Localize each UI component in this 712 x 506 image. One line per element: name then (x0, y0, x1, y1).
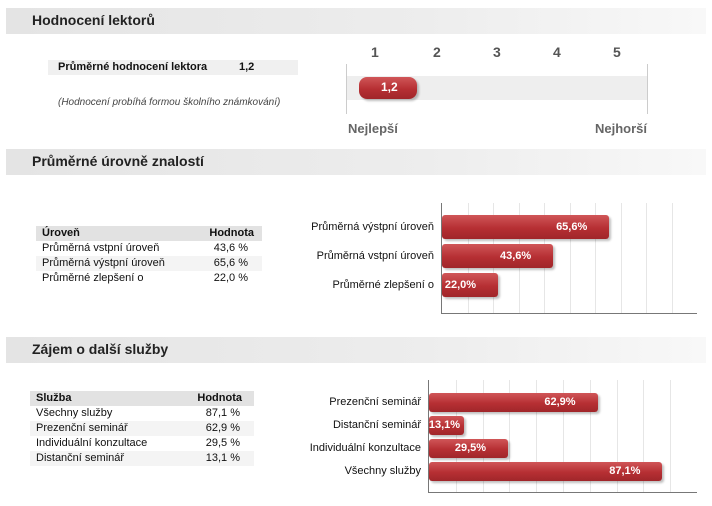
services-bar-label: 62,9% (544, 396, 576, 408)
rating-scale: 1 2 3 4 5 (346, 44, 646, 64)
levels-category-label: Průměrná výstpní úroveň (311, 220, 434, 233)
gridline (536, 380, 538, 492)
gridline (509, 380, 511, 492)
services-category-label: Distanční seminář (332, 419, 421, 431)
section-header-levels: Průměrné úrovně znalostí (6, 149, 706, 175)
scale-tick-4: 4 (553, 44, 561, 60)
services-col-service: Služba (36, 392, 72, 404)
services-col-value: Hodnota (197, 392, 242, 404)
levels-table-header: Úroveň Hodnota (36, 226, 262, 241)
table-cell: Distanční seminář (36, 452, 125, 464)
table-row: Průměrná vstpní úroveň 43,6 % (36, 241, 262, 256)
rating-best-label: Nejlepší (348, 121, 398, 136)
section-title-services: Zájem o další služby (32, 341, 169, 357)
services-table-header: Služba Hodnota (30, 391, 254, 406)
table-cell: 87,1 % (205, 407, 240, 419)
table-cell: Individuální konzultace (36, 437, 148, 449)
levels-chart: 65,6% 43,6% 22,0% (441, 203, 697, 314)
scale-tick-3: 3 (493, 44, 501, 60)
gridline (671, 203, 673, 313)
rating-summary-row: Průměrné hodnocení lektora 1,2 (48, 60, 298, 75)
services-bar-label: 29,5% (454, 442, 487, 454)
levels-bar: 22,0% (442, 273, 499, 297)
gridline (670, 380, 672, 492)
levels-bar-label: 22,0% (444, 278, 477, 291)
table-row: Individuální konzultace 29,5 % (30, 436, 254, 451)
table-cell: Všechny služby (36, 407, 113, 419)
services-bar: 87,1% (429, 462, 663, 481)
scale-tick-2: 2 (433, 44, 441, 60)
levels-col-level: Úroveň (42, 227, 80, 239)
table-cell: Průměrná výstpní úroveň (42, 257, 165, 269)
rating-bar-value: 1,2 (381, 80, 398, 94)
table-cell: 43,6 % (213, 242, 248, 254)
rating-worst-label: Nejhorší (595, 121, 648, 136)
levels-table: Úroveň Hodnota Průměrná vstpní úroveň 43… (36, 226, 262, 288)
table-cell: Průměrná vstpní úroveň (42, 242, 160, 254)
services-category-label: Všechny služby (344, 465, 421, 477)
gridline (616, 380, 618, 492)
services-bar: 62,9% (429, 393, 598, 412)
scale-tick-5: 5 (613, 44, 621, 60)
services-bar-label: 13,1% (428, 419, 461, 431)
gridline (620, 203, 622, 313)
services-bar: 29,5% (429, 439, 509, 458)
levels-bar-label: 65,6% (556, 220, 588, 233)
services-chart: 62,9% 13,1% 29,5% 87,1% (428, 380, 697, 493)
table-cell: Průměrné zlepšení o (42, 272, 144, 284)
levels-bar: 65,6% (442, 215, 610, 239)
table-cell: 62,9 % (205, 422, 240, 434)
section-header-rating: Hodnocení lektorů (6, 8, 706, 34)
gridline (569, 203, 571, 313)
levels-bar-label: 43,6% (499, 249, 532, 262)
rating-value: 1,2 (239, 61, 255, 73)
services-category-label: Individuální konzultace (309, 442, 421, 454)
levels-category-label: Průměrné zlepšení o (332, 278, 435, 291)
rating-bar: 1,2 (359, 77, 417, 99)
section-title-levels: Průměrné úrovně znalostí (32, 153, 204, 169)
levels-category-label: Průměrná vstpní úroveň (316, 249, 434, 262)
table-row: Průměrné zlepšení o 22,0 % (36, 271, 262, 286)
levels-bar: 43,6% (442, 244, 554, 268)
table-cell: 22,0 % (213, 272, 248, 284)
table-cell: Prezenční seminář (36, 422, 128, 434)
rating-note: (Hodnocení probíhá formou školního známk… (58, 97, 281, 108)
levels-col-value: Hodnota (209, 227, 254, 239)
services-table: Služba Hodnota Všechny služby 87,1 % Pre… (30, 391, 254, 467)
table-row: Prezenční seminář 62,9 % (30, 421, 254, 436)
services-bar: 13,1% (428, 416, 465, 435)
services-chart-categories: Prezenční seminář Distanční seminář Indivi… (296, 380, 421, 492)
table-cell: 29,5 % (205, 437, 240, 449)
gridline (643, 380, 645, 492)
services-category-label: Prezenční seminář (329, 396, 421, 408)
gridline (589, 380, 591, 492)
table-cell: 65,6 % (213, 257, 248, 269)
scale-tick-1: 1 (371, 44, 379, 60)
services-bar-label: 87,1% (609, 465, 641, 477)
gridline (563, 380, 564, 492)
rating-label: Průměrné hodnocení lektora (58, 61, 208, 73)
rating-track: 1,2 (346, 64, 648, 114)
gridline (595, 203, 596, 313)
gridline (455, 380, 457, 492)
table-row: Všechny služby 87,1 % (30, 406, 254, 421)
table-row: Průměrná výstpní úroveň 65,6 % (36, 256, 262, 271)
table-cell: 13,1 % (205, 452, 240, 464)
section-header-services: Zájem o další služby (6, 337, 706, 363)
levels-chart-categories: Průměrná výstpní úroveň Průměrná vstpní ú… (300, 203, 434, 313)
table-row: Distanční seminář 13,1 % (30, 451, 254, 466)
gridline (482, 380, 484, 492)
gridline (646, 203, 647, 313)
section-title-rating: Hodnocení lektorů (32, 12, 155, 28)
